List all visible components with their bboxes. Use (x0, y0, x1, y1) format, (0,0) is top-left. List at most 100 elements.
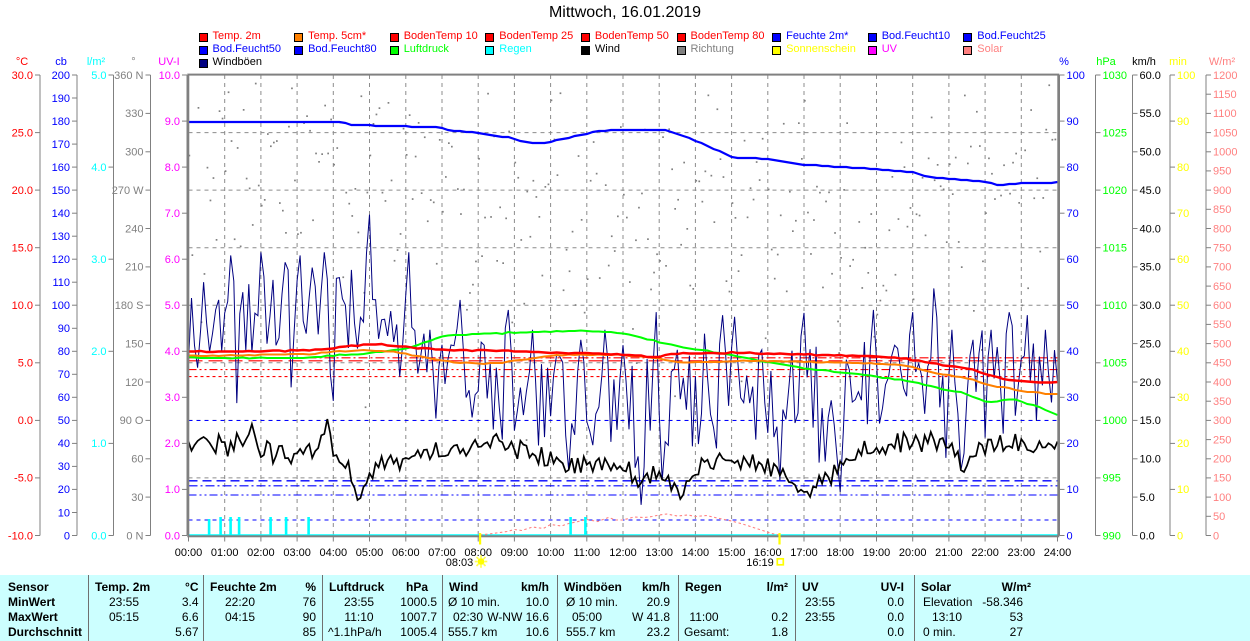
svg-text:330: 330 (125, 108, 143, 120)
svg-text:40: 40 (1177, 346, 1189, 358)
svg-text:1005: 1005 (1103, 358, 1127, 370)
svg-text:5.0: 5.0 (18, 358, 33, 370)
svg-text:1020: 1020 (1103, 185, 1127, 197)
svg-text:20: 20 (1177, 438, 1189, 450)
svg-text:10.0: 10.0 (1140, 454, 1161, 466)
svg-text:90: 90 (1177, 116, 1189, 128)
svg-text:70: 70 (1067, 208, 1079, 220)
svg-text:400: 400 (1213, 377, 1231, 389)
svg-text:300: 300 (1213, 415, 1231, 427)
svg-text:12:00: 12:00 (609, 547, 637, 559)
svg-text:hPa: hPa (1096, 56, 1116, 68)
svg-text:13:00: 13:00 (645, 547, 673, 559)
svg-text:14:00: 14:00 (682, 547, 710, 559)
svg-text:10: 10 (1067, 484, 1079, 496)
svg-text:08:03: 08:03 (446, 557, 474, 569)
svg-text:850: 850 (1213, 204, 1231, 216)
svg-text:60: 60 (58, 392, 70, 404)
svg-text:km/h: km/h (1132, 56, 1156, 68)
svg-text:l/m²: l/m² (87, 56, 106, 68)
svg-text:1100: 1100 (1213, 108, 1237, 120)
svg-text:0.0: 0.0 (18, 415, 33, 427)
svg-text:2.0: 2.0 (165, 438, 180, 450)
svg-text:200: 200 (52, 70, 70, 82)
svg-text:80: 80 (58, 346, 70, 358)
svg-text:120: 120 (125, 377, 143, 389)
svg-text:07:00: 07:00 (428, 547, 456, 559)
svg-text:210: 210 (125, 262, 143, 274)
svg-text:1015: 1015 (1103, 243, 1127, 255)
svg-text:1000: 1000 (1103, 415, 1127, 427)
svg-text:20: 20 (58, 484, 70, 496)
svg-text:110: 110 (52, 277, 70, 289)
svg-text:250: 250 (1213, 434, 1231, 446)
svg-text:140: 140 (52, 208, 70, 220)
svg-text:270 W: 270 W (112, 185, 144, 197)
svg-text:900: 900 (1213, 185, 1231, 197)
svg-text:5.0: 5.0 (1140, 492, 1155, 504)
svg-text:4.0: 4.0 (165, 346, 180, 358)
svg-text:50: 50 (1177, 300, 1189, 312)
svg-text:990: 990 (1103, 530, 1121, 542)
svg-text:50: 50 (58, 415, 70, 427)
svg-text:°: ° (131, 56, 135, 68)
svg-text:600: 600 (1213, 300, 1231, 312)
svg-text:200: 200 (1213, 454, 1231, 466)
svg-text:350: 350 (1213, 396, 1231, 408)
svg-text:cb: cb (55, 56, 67, 68)
svg-text:1010: 1010 (1103, 300, 1127, 312)
svg-text:2.0: 2.0 (91, 346, 106, 358)
svg-text:45.0: 45.0 (1140, 185, 1161, 197)
svg-text:18:00: 18:00 (826, 547, 854, 559)
svg-text:10.0: 10.0 (159, 70, 180, 82)
svg-text:30: 30 (1067, 392, 1079, 404)
svg-text:70: 70 (1177, 208, 1189, 220)
svg-text:100: 100 (1177, 70, 1195, 82)
svg-text:8.0: 8.0 (165, 162, 180, 174)
svg-text:3.0: 3.0 (165, 392, 180, 404)
svg-text:10.0: 10.0 (12, 300, 33, 312)
svg-text:19:00: 19:00 (863, 547, 891, 559)
svg-text:70: 70 (58, 369, 70, 381)
svg-text:55.0: 55.0 (1140, 108, 1161, 120)
svg-text:170: 170 (52, 139, 70, 151)
svg-text:60: 60 (1067, 254, 1079, 266)
svg-text:0.0: 0.0 (1140, 530, 1155, 542)
svg-text:-10.0: -10.0 (8, 530, 33, 542)
svg-text:09:00: 09:00 (501, 547, 529, 559)
svg-text:40: 40 (58, 438, 70, 450)
svg-text:06:00: 06:00 (392, 547, 420, 559)
svg-text:25.0: 25.0 (1140, 338, 1161, 350)
svg-text:160: 160 (52, 162, 70, 174)
svg-text:190: 190 (52, 93, 70, 105)
svg-text:20: 20 (1067, 438, 1079, 450)
svg-text:90 O: 90 O (120, 415, 144, 427)
svg-text:35.0: 35.0 (1140, 262, 1161, 274)
svg-text:02:00: 02:00 (247, 547, 275, 559)
svg-text:17:00: 17:00 (790, 547, 818, 559)
svg-text:4.0: 4.0 (91, 162, 106, 174)
svg-text:15.0: 15.0 (1140, 415, 1161, 427)
svg-text:1030: 1030 (1103, 70, 1127, 82)
svg-text:0.0: 0.0 (165, 530, 180, 542)
svg-text:130: 130 (52, 231, 70, 243)
svg-text:0: 0 (64, 530, 70, 542)
svg-text:30: 30 (58, 461, 70, 473)
svg-text:10:00: 10:00 (537, 547, 565, 559)
svg-text:80: 80 (1177, 162, 1189, 174)
svg-text:180: 180 (52, 116, 70, 128)
svg-text:100: 100 (1213, 492, 1231, 504)
svg-text:750: 750 (1213, 243, 1231, 255)
svg-text:30.0: 30.0 (1140, 300, 1161, 312)
svg-text:100: 100 (1067, 70, 1085, 82)
svg-text:7.0: 7.0 (165, 208, 180, 220)
svg-text:650: 650 (1213, 281, 1231, 293)
svg-text:24:00: 24:00 (1044, 547, 1072, 559)
svg-text:10: 10 (1177, 484, 1189, 496)
svg-text:04:00: 04:00 (320, 547, 348, 559)
svg-text:800: 800 (1213, 223, 1231, 235)
svg-text:0: 0 (1213, 530, 1219, 542)
svg-text:60: 60 (131, 454, 143, 466)
svg-text:180 S: 180 S (115, 300, 144, 312)
svg-text:03:00: 03:00 (283, 547, 311, 559)
